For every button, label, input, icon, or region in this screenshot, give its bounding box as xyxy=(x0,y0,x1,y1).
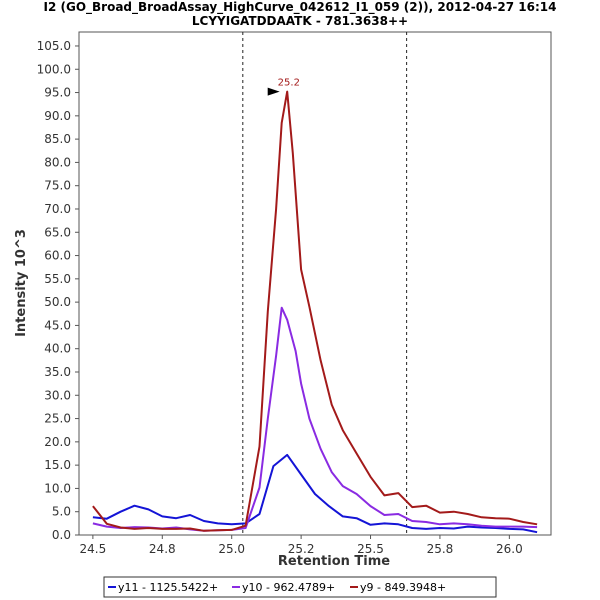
y-tick-label: 105.0 xyxy=(37,39,71,53)
x-tick-label: 25.2 xyxy=(288,542,315,556)
series-line-1 xyxy=(92,453,538,534)
y-tick-label: 10.0 xyxy=(44,481,71,495)
y-tick-label: 85.0 xyxy=(44,132,71,146)
chart-subtitle: LCYYIGATDDAATK - 781.3638++ xyxy=(192,14,408,28)
x-tick-label: 26.0 xyxy=(496,542,523,556)
x-tick-label: 25.5 xyxy=(357,542,384,556)
x-tick-label: 24.8 xyxy=(149,542,176,556)
y-tick-label: 25.0 xyxy=(44,412,71,426)
legend-label: y10 - 962.4789+ xyxy=(242,581,335,594)
y-tick-label: 45.0 xyxy=(44,318,71,332)
y-tick-label: 35.0 xyxy=(44,365,71,379)
x-axis-label: Retention Time xyxy=(278,554,390,569)
peak-marker xyxy=(267,87,280,96)
y-tick-label: 90.0 xyxy=(44,109,71,123)
y-tick-label: 55.0 xyxy=(44,272,71,286)
peak-annotation: 25.2 xyxy=(267,78,300,96)
y-axis-label: Intensity 10^3 xyxy=(14,229,29,337)
y-axis: 0.0 5.0 10.0 15.0 20.0 25.0 30.0 35.0 40.0 45.0 50… xyxy=(37,39,79,542)
y-tick-label: 75.0 xyxy=(44,179,71,193)
y-tick-label: 95.0 xyxy=(44,86,71,100)
series-line-3 xyxy=(92,90,538,532)
y-tick-label: 20.0 xyxy=(44,435,71,449)
y-tick-label: 0.0 xyxy=(52,528,71,542)
y-tick-label: 15.0 xyxy=(44,458,71,472)
y-tick-label: 65.0 xyxy=(44,225,71,239)
legend-label: y11 - 1125.5422+ xyxy=(118,581,218,594)
peak-label: 25.2 xyxy=(278,78,300,89)
x-tick-label: 25.0 xyxy=(218,542,245,556)
chart-title: I2 (GO_Broad_BroadAssay_HighCurve_042612… xyxy=(44,0,557,15)
legend-label: y9 - 849.3948+ xyxy=(360,581,446,594)
legend: y11 - 1125.5422+ y10 - 962.4789+ y9 - 849.… xyxy=(103,576,497,598)
x-axis: 24.5 24.8 25.0 25.2 25.5 25.8 26.0 xyxy=(80,535,523,556)
x-tick-label: 25.8 xyxy=(427,542,454,556)
legend-box xyxy=(103,576,497,598)
y-tick-label: 60.0 xyxy=(44,249,71,263)
series-lines xyxy=(92,90,538,534)
series-line-2 xyxy=(92,306,538,532)
y-tick-label: 50.0 xyxy=(44,295,71,309)
y-tick-label: 30.0 xyxy=(44,388,71,402)
y-tick-label: 100.0 xyxy=(37,62,71,76)
x-tick-label: 24.5 xyxy=(80,542,107,556)
y-tick-label: 40.0 xyxy=(44,342,71,356)
y-tick-label: 80.0 xyxy=(44,155,71,169)
plot-area xyxy=(78,31,552,536)
y-tick-label: 70.0 xyxy=(44,202,71,216)
y-tick-label: 5.0 xyxy=(52,505,71,519)
